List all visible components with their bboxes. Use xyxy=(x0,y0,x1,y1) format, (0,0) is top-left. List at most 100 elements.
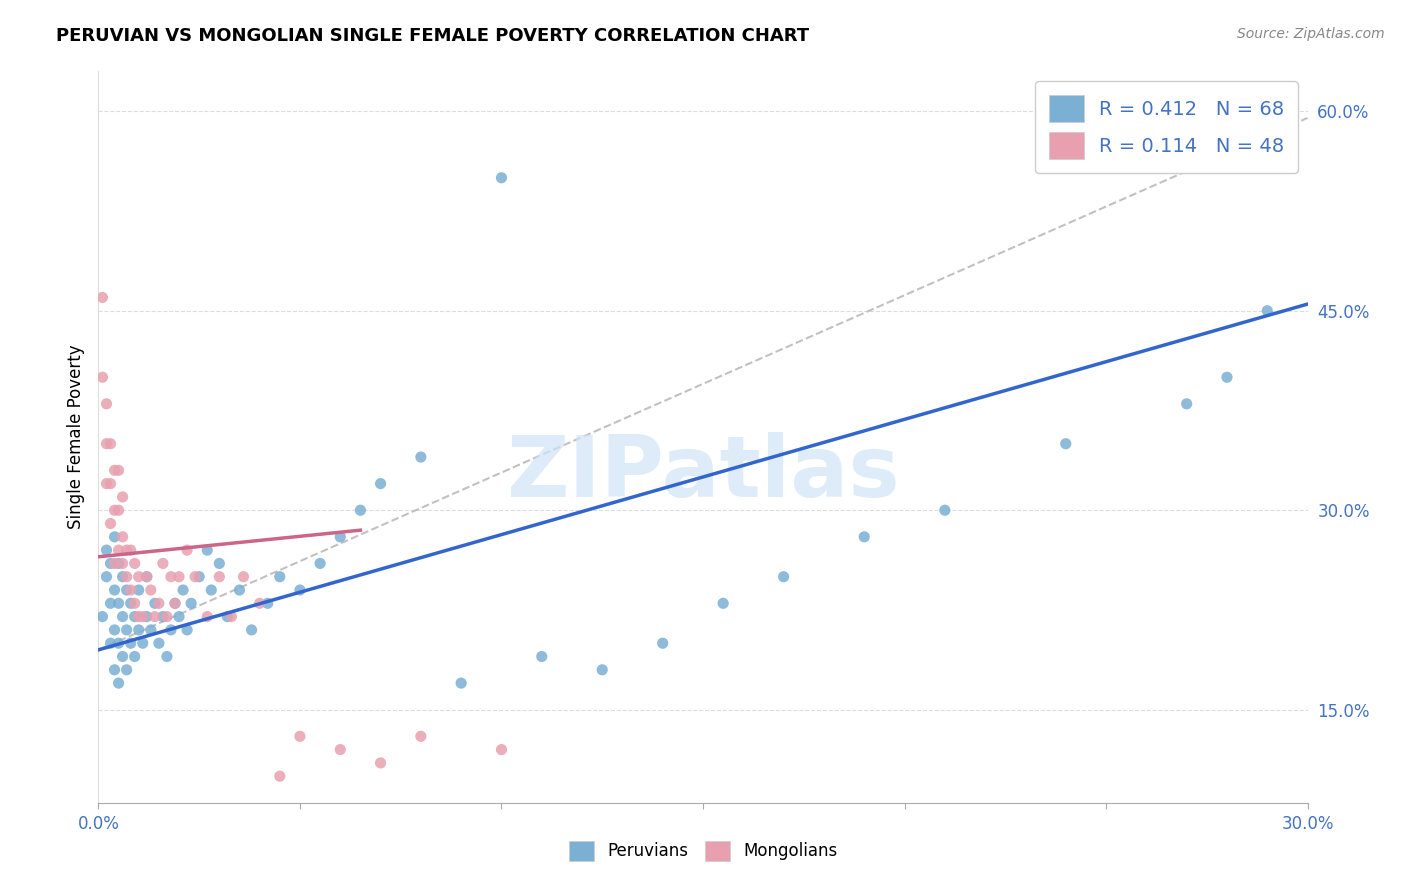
Point xyxy=(180,596,202,610)
Point xyxy=(148,636,170,650)
Point xyxy=(409,729,432,743)
Point xyxy=(128,570,150,584)
Point xyxy=(139,582,162,597)
Point xyxy=(103,663,125,677)
Point xyxy=(772,570,794,584)
Point xyxy=(135,570,157,584)
Point xyxy=(491,170,513,185)
Point xyxy=(135,570,157,584)
Point xyxy=(160,623,183,637)
Point xyxy=(329,742,352,756)
Point xyxy=(1175,397,1198,411)
Point xyxy=(370,476,392,491)
Point xyxy=(91,609,114,624)
Point xyxy=(107,636,129,650)
Point xyxy=(349,503,371,517)
Point xyxy=(100,436,122,450)
Point xyxy=(217,609,239,624)
Point xyxy=(1256,303,1278,318)
Point xyxy=(853,530,876,544)
Point xyxy=(309,557,332,571)
Point xyxy=(103,582,125,597)
Point xyxy=(139,623,162,637)
Point xyxy=(115,623,138,637)
Point xyxy=(172,582,194,597)
Point xyxy=(120,543,142,558)
Point xyxy=(91,290,114,304)
Point xyxy=(143,596,166,610)
Y-axis label: Single Female Poverty: Single Female Poverty xyxy=(66,345,84,529)
Point xyxy=(934,503,956,517)
Point xyxy=(120,582,142,597)
Point xyxy=(111,570,134,584)
Point xyxy=(256,596,278,610)
Point xyxy=(96,397,118,411)
Point xyxy=(107,596,129,610)
Point xyxy=(188,570,211,584)
Point xyxy=(152,609,174,624)
Point xyxy=(103,463,125,477)
Point xyxy=(96,543,118,558)
Point xyxy=(370,756,392,770)
Point xyxy=(711,596,734,610)
Legend: Peruvians, Mongolians: Peruvians, Mongolians xyxy=(562,834,844,868)
Point xyxy=(221,609,243,624)
Point xyxy=(240,623,263,637)
Point xyxy=(103,503,125,517)
Point xyxy=(591,663,613,677)
Point xyxy=(288,729,311,743)
Point xyxy=(228,582,250,597)
Point xyxy=(120,636,142,650)
Point xyxy=(128,623,150,637)
Point xyxy=(1054,436,1077,450)
Point xyxy=(651,636,673,650)
Point xyxy=(195,609,218,624)
Point xyxy=(128,582,150,597)
Point xyxy=(167,570,190,584)
Point xyxy=(107,503,129,517)
Text: PERUVIAN VS MONGOLIAN SINGLE FEMALE POVERTY CORRELATION CHART: PERUVIAN VS MONGOLIAN SINGLE FEMALE POVE… xyxy=(56,27,810,45)
Point xyxy=(100,516,122,531)
Point xyxy=(103,530,125,544)
Point xyxy=(156,609,179,624)
Point xyxy=(208,557,231,571)
Point xyxy=(148,596,170,610)
Point xyxy=(124,596,146,610)
Point xyxy=(107,463,129,477)
Text: ZIPatlas: ZIPatlas xyxy=(506,432,900,516)
Point xyxy=(100,557,122,571)
Point xyxy=(100,636,122,650)
Point xyxy=(135,609,157,624)
Point xyxy=(111,557,134,571)
Point xyxy=(124,609,146,624)
Point xyxy=(288,582,311,597)
Point xyxy=(91,370,114,384)
Point xyxy=(111,609,134,624)
Point xyxy=(152,557,174,571)
Point xyxy=(115,582,138,597)
Point xyxy=(132,609,155,624)
Point xyxy=(128,609,150,624)
Point xyxy=(156,649,179,664)
Point xyxy=(143,609,166,624)
Point xyxy=(111,649,134,664)
Point xyxy=(176,543,198,558)
Point xyxy=(120,596,142,610)
Point xyxy=(163,596,186,610)
Point xyxy=(103,623,125,637)
Point xyxy=(115,543,138,558)
Point xyxy=(111,490,134,504)
Point xyxy=(107,557,129,571)
Point xyxy=(132,636,155,650)
Point xyxy=(124,649,146,664)
Point xyxy=(269,769,291,783)
Point xyxy=(100,476,122,491)
Point xyxy=(96,436,118,450)
Point xyxy=(208,570,231,584)
Point xyxy=(167,609,190,624)
Point xyxy=(107,543,129,558)
Point xyxy=(103,557,125,571)
Point xyxy=(124,557,146,571)
Point xyxy=(269,570,291,584)
Point xyxy=(450,676,472,690)
